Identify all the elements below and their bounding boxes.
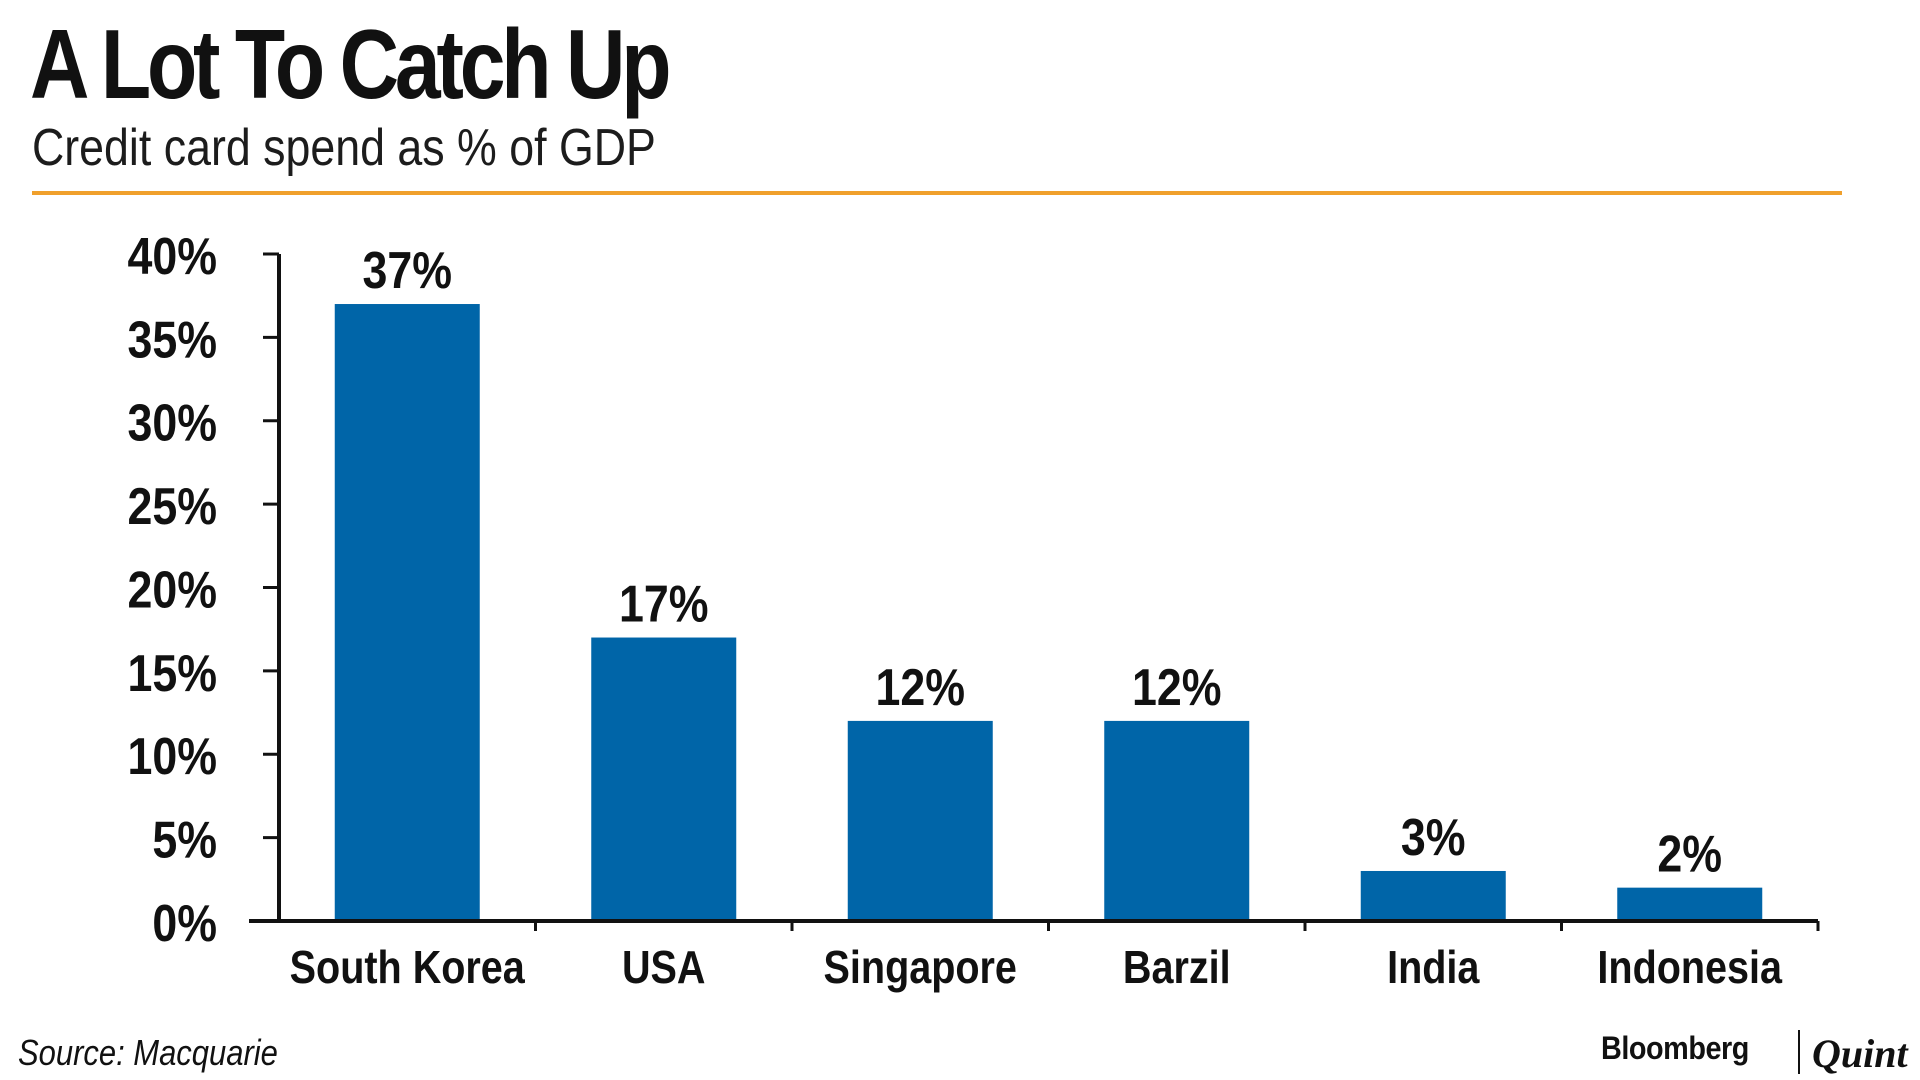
bar-south-korea <box>334 304 480 921</box>
x-tick-label: USA <box>622 942 706 993</box>
y-tick-label: 5% <box>152 812 217 870</box>
x-tick-label: Indonesia <box>1597 942 1783 993</box>
y-tick-label: 0% <box>152 895 217 953</box>
axes-group <box>249 252 1820 931</box>
y-tick-label: 15% <box>128 645 217 703</box>
x-tick-label: South Korea <box>290 942 526 993</box>
bloomberg-logo: Bloomberg <box>1601 1030 1749 1066</box>
source-note: Source: Macquarie <box>18 1032 278 1073</box>
value-label: 3% <box>1401 809 1466 867</box>
x-tick-label: India <box>1387 942 1480 993</box>
header-divider <box>32 191 1842 195</box>
tick-label-group: South Korea USA Singapore Barzil India Indone… <box>128 228 1784 994</box>
value-label: 12% <box>1132 659 1221 717</box>
logo-separator <box>1798 1030 1800 1074</box>
bar-barzil <box>1104 720 1250 921</box>
x-tick-label: Singapore <box>824 942 1017 993</box>
y-tick-label: 40% <box>128 228 217 286</box>
y-tick-label: 10% <box>128 728 217 786</box>
x-tick-label: Barzil <box>1123 942 1231 993</box>
bar-india <box>1360 870 1506 921</box>
y-tick-label: 20% <box>128 561 217 619</box>
chart-subtitle: Credit card spend as % of GDP <box>32 119 656 177</box>
quint-logo: Quint <box>1812 1031 1908 1076</box>
value-label: 37% <box>363 242 452 300</box>
bar-singapore <box>847 720 993 921</box>
value-label-group: 37% 17% 12% 12% 3% 2% <box>363 242 1723 884</box>
y-tick-label: 35% <box>128 311 217 369</box>
value-label: 2% <box>1657 826 1722 884</box>
bar-usa <box>591 637 737 921</box>
value-label: 12% <box>876 659 965 717</box>
bar-group <box>334 304 1763 921</box>
y-tick-label: 30% <box>128 395 217 453</box>
value-label: 17% <box>619 575 708 633</box>
y-tick-label: 25% <box>128 478 217 536</box>
chart-title: A Lot To Catch Up <box>30 9 672 119</box>
bar-indonesia <box>1617 887 1763 921</box>
